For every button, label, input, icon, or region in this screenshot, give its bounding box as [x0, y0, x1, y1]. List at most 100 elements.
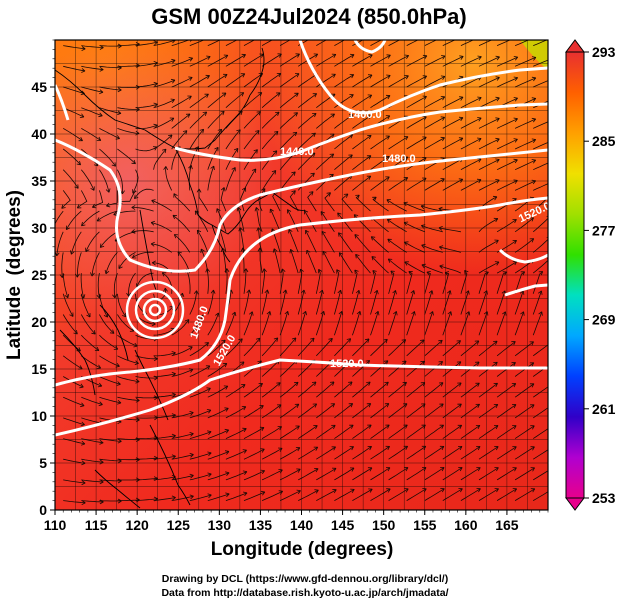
streamline	[460, 117, 482, 129]
streamline-arrow	[331, 424, 336, 430]
streamline	[225, 449, 247, 460]
streamline-arrow	[311, 132, 316, 138]
streamline	[189, 409, 212, 419]
streamline-arrow	[260, 469, 265, 475]
streamline	[171, 130, 188, 150]
streamline-arrow	[221, 339, 226, 345]
streamline	[171, 319, 190, 336]
streamline	[189, 314, 204, 336]
streamline	[316, 40, 328, 46]
streamline	[404, 222, 425, 233]
streamline-arrow	[476, 446, 481, 451]
streamline-arrow	[474, 340, 480, 345]
streamline-arrow	[529, 362, 535, 367]
streamline-arrow	[132, 189, 137, 194]
streamline-arrow	[384, 381, 389, 387]
streamline	[388, 75, 409, 88]
streamline-arrow	[393, 311, 398, 316]
streamline-arrow	[478, 36, 482, 40]
streamline	[243, 130, 260, 150]
streamline	[406, 424, 426, 439]
streamline-arrow	[512, 488, 518, 493]
streamline-arrow	[438, 206, 443, 212]
streamline	[316, 489, 337, 501]
streamline	[189, 365, 211, 377]
streamline	[76, 252, 82, 278]
streamline	[189, 56, 211, 67]
streamline-arrow	[277, 53, 282, 58]
streamline	[261, 447, 283, 460]
streamline	[316, 153, 334, 170]
streamline	[243, 491, 266, 501]
streamline	[334, 446, 354, 460]
streamline-arrow	[255, 130, 260, 135]
streamline-arrow	[242, 449, 247, 454]
streamline-arrow	[422, 157, 427, 162]
streamline-arrow	[189, 411, 194, 416]
streamline	[533, 121, 548, 129]
streamline	[243, 383, 263, 398]
streamline	[297, 311, 307, 336]
streamline-arrow	[421, 243, 426, 249]
streamline	[438, 227, 461, 233]
streamline-arrow	[512, 425, 517, 430]
colorbar-scale	[565, 51, 585, 499]
streamline	[92, 190, 104, 208]
streamline-arrow	[188, 368, 194, 373]
streamline	[406, 290, 415, 315]
streamline-arrow	[402, 403, 408, 408]
streamline	[370, 311, 379, 336]
y-tick-label: 25	[31, 267, 47, 283]
streamline-arrow	[368, 54, 373, 59]
y-tick-label: 35	[31, 173, 47, 189]
streamline	[514, 180, 536, 191]
streamline	[406, 467, 427, 481]
streamline-arrow	[477, 55, 482, 61]
streamline	[478, 340, 498, 357]
streamline	[421, 264, 443, 274]
streamline-arrow	[99, 89, 104, 95]
streamline-arrow	[202, 111, 208, 116]
streamline	[290, 249, 299, 274]
streamline-arrow	[331, 467, 337, 472]
x-tick-label: 165	[495, 517, 519, 533]
streamline-arrow	[210, 289, 216, 294]
streamline	[261, 289, 268, 315]
streamline-arrow	[81, 221, 86, 227]
streamline	[171, 412, 194, 419]
streamline	[99, 128, 120, 140]
streamline	[388, 136, 409, 150]
streamline	[424, 96, 445, 109]
streamline-arrow	[383, 360, 389, 365]
streamline-arrow	[546, 215, 548, 217]
streamline-arrow	[421, 445, 427, 450]
streamline-arrow	[329, 153, 335, 158]
streamline	[370, 290, 378, 315]
streamline-arrow	[79, 113, 85, 118]
streamline-arrow	[349, 424, 354, 429]
streamline	[261, 131, 279, 150]
streamline-arrow	[365, 360, 371, 365]
streamline-arrow	[189, 40, 193, 42]
streamline	[243, 268, 247, 294]
streamline	[99, 86, 122, 91]
streamline-arrow	[387, 258, 393, 263]
streamline	[225, 73, 246, 88]
streamline	[135, 457, 158, 460]
streamline-arrow	[386, 54, 391, 59]
streamline-arrow	[475, 424, 481, 430]
streamline-arrow	[476, 178, 482, 184]
streamline-arrow	[243, 491, 248, 497]
streamline	[225, 311, 236, 336]
x-tick-label: 125	[167, 517, 191, 533]
streamline	[442, 311, 452, 336]
streamline	[62, 169, 79, 189]
streamline-arrow	[385, 467, 391, 472]
streamline	[153, 59, 176, 67]
streamline	[279, 403, 300, 419]
streamline	[352, 403, 371, 419]
streamline-arrow	[233, 148, 239, 153]
streamline	[62, 148, 81, 166]
streamline-arrow	[550, 180, 554, 184]
streamline-arrow	[73, 330, 78, 335]
